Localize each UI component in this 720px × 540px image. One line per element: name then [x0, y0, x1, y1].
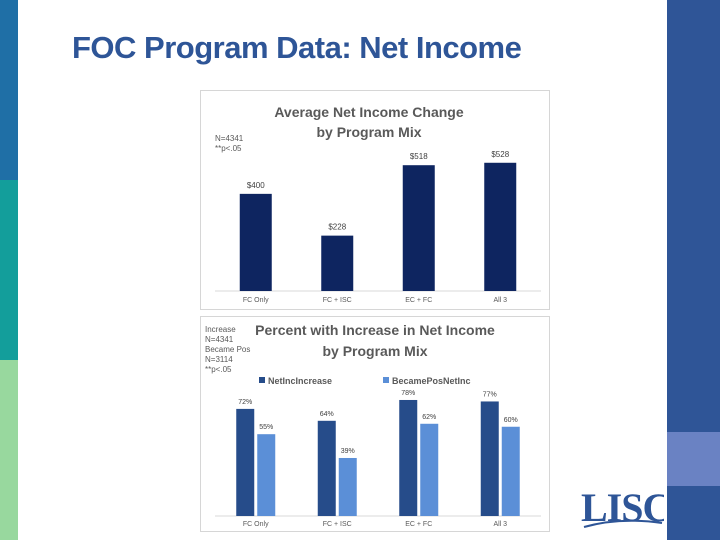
lisc-logo: LISC [580, 485, 671, 533]
left-strip-bottom [0, 360, 18, 540]
chart-note: N=4341 [205, 335, 234, 344]
legend-swatch [259, 377, 265, 383]
category-tick-label: FC + ISC [323, 521, 352, 528]
bar [257, 434, 276, 516]
chart-note: Became Pos [205, 345, 250, 354]
data-label: $228 [328, 223, 346, 232]
data-label: 72% [238, 399, 252, 406]
data-label: 62% [422, 414, 436, 421]
bar [399, 399, 418, 516]
chart-note: N=4341 [215, 134, 244, 143]
right-strip-base [667, 486, 720, 540]
legend-label: BecamePosNetInc [392, 376, 471, 386]
bar [480, 401, 499, 516]
bar [236, 408, 255, 516]
chart-panel-percent-increase: Percent with Increase in Net Income by Pr… [200, 316, 550, 532]
category-tick-label: FC + ISC [323, 297, 352, 304]
legend-label: NetIncIncrease [268, 376, 332, 386]
lisc-logo-text: LISC [581, 487, 664, 530]
net-income-change-chart: Average Net Income Change by Program Mix N… [215, 104, 541, 304]
chart-note: **p<.05 [215, 144, 242, 153]
data-label: 60% [504, 417, 518, 424]
chart-note: Increase [205, 325, 236, 334]
data-label: $400 [247, 181, 265, 190]
data-label: $528 [491, 150, 509, 159]
data-label: 64% [320, 411, 334, 418]
category-tick-label: All 3 [493, 521, 507, 528]
chart-title-line: Average Net Income Change [274, 104, 464, 120]
legend-swatch [383, 377, 389, 383]
data-label: $518 [410, 152, 428, 161]
category-tick-label: FC Only [243, 521, 269, 528]
percent-increase-chart: Percent with Increase in Net Income by Pr… [205, 322, 541, 528]
chart-title-line: Percent with Increase in Net Income [255, 322, 495, 338]
slide-title: FOC Program Data: Net Income [72, 30, 522, 65]
left-strip-top [0, 0, 18, 180]
category-tick-label: All 3 [493, 297, 507, 304]
lisc-logo-mark: LISC [581, 485, 671, 530]
chart-title-line: by Program Mix [322, 343, 427, 359]
chart-note: N=3114 [205, 355, 233, 364]
bar [317, 420, 336, 516]
bar [239, 193, 272, 291]
data-label: 39% [341, 448, 355, 455]
bar [402, 165, 435, 291]
bar [321, 235, 354, 291]
right-strip-light [667, 432, 720, 486]
bar [484, 162, 517, 291]
bar [420, 423, 439, 516]
logo-swoosh [583, 519, 663, 528]
category-tick-label: EC + FC [405, 521, 432, 528]
chart-panel-net-income-change: Average Net Income Change by Program Mix N… [200, 90, 550, 310]
chart-note: **p<.05 [205, 365, 232, 374]
chart-title-line: by Program Mix [316, 124, 421, 140]
data-label: 78% [401, 390, 415, 397]
left-strip-middle [0, 180, 18, 360]
bar [501, 426, 520, 516]
right-strip-main [667, 0, 720, 432]
data-label: 77% [483, 391, 497, 398]
data-label: 55% [259, 424, 273, 431]
category-tick-label: FC Only [243, 297, 269, 304]
category-tick-label: EC + FC [405, 297, 432, 304]
bar [338, 457, 357, 516]
